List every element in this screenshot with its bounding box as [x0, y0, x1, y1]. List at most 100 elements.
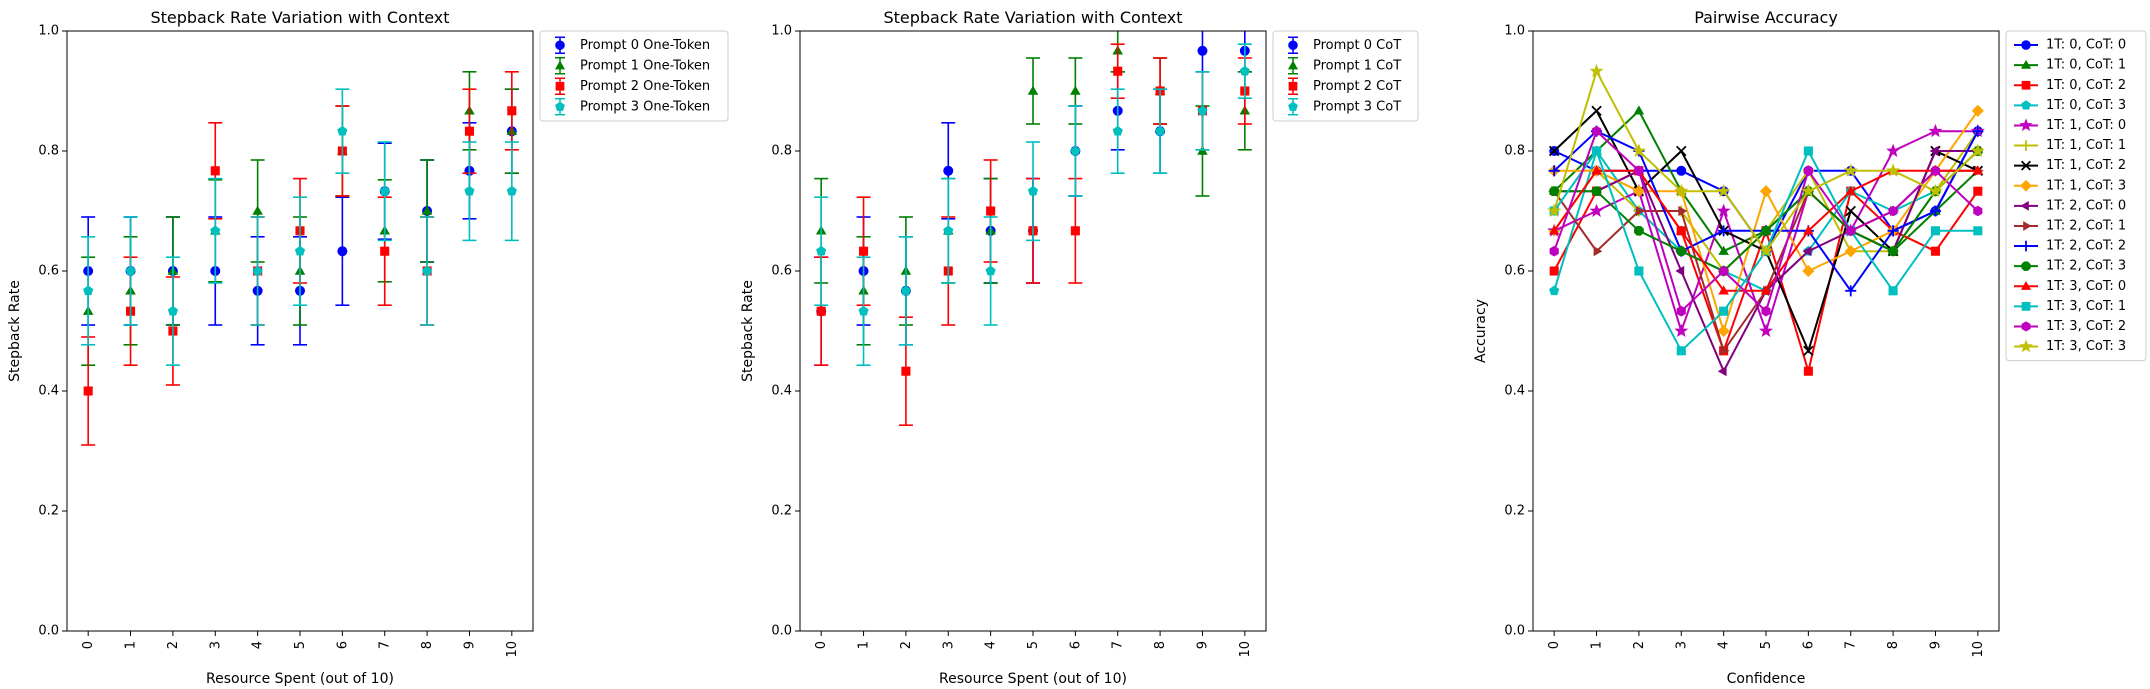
data-point [1547, 203, 1562, 217]
data-point [464, 126, 474, 136]
data-point [1928, 183, 1943, 198]
legend-label: 1T: 0, CoT: 2 [2046, 78, 2126, 93]
y-tick-label: 0.8 [771, 144, 792, 159]
data-point [506, 185, 517, 196]
data-point [1591, 165, 1602, 175]
data-point [1592, 146, 1602, 156]
legend-label: 1T: 2, CoT: 3 [2046, 259, 2126, 274]
x-tick-label: 3 [208, 641, 223, 649]
data-point [1591, 186, 1602, 197]
series-12 [1548, 165, 1984, 295]
data-point [1633, 105, 1645, 115]
x-tick-label: 5 [293, 641, 308, 649]
data-point [1971, 104, 1984, 117]
legend-marker [2021, 80, 2031, 90]
legend-label: Prompt 2 CoT [1313, 79, 1401, 94]
data-point [1718, 245, 1729, 255]
data-point [421, 205, 433, 215]
legend-label: 1T: 2, CoT: 1 [2046, 218, 2126, 233]
data-point [986, 206, 996, 216]
data-point [1972, 125, 1984, 137]
data-point [1716, 203, 1731, 217]
data-point [1801, 183, 1816, 198]
data-point [1887, 225, 1899, 237]
data-point [1549, 186, 1560, 197]
legend-box [1272, 30, 1419, 122]
x-tick-label: 4 [984, 641, 999, 649]
x-tick-label: 7 [1844, 641, 1859, 649]
y-tick-label: 0.6 [771, 264, 792, 279]
data-point [900, 285, 911, 296]
y-tick-label: 0.2 [771, 504, 792, 519]
x-tick-label: 7 [378, 641, 393, 649]
data-point [943, 165, 954, 176]
plot-frame [66, 30, 534, 632]
legend: Prompt 0 One-Token Prompt 1 One-Token Prom… [539, 30, 729, 122]
x-tick-label: 2 [1632, 641, 1647, 649]
data-point [1549, 266, 1559, 276]
legend-label: 1T: 1, CoT: 3 [2046, 178, 2126, 193]
y-tick-label: 0.2 [38, 504, 59, 519]
legend-label: Prompt 1 One-Token [580, 58, 710, 73]
x-tick-label: 5 [1026, 641, 1041, 649]
data-point [1930, 226, 1940, 236]
data-point [1803, 165, 1813, 177]
data-point [1718, 225, 1730, 237]
legend-marker [2020, 240, 2032, 252]
chart-title: Stepback Rate Variation with Context [883, 8, 1182, 27]
chart-title: Stepback Rate Variation with Context [150, 8, 449, 27]
legend-label: 1T: 0, CoT: 1 [2046, 58, 2126, 73]
data-point [1113, 66, 1123, 76]
data-point [1027, 85, 1039, 95]
data-point [1676, 165, 1687, 176]
data-point [1844, 245, 1857, 258]
data-point [252, 265, 263, 276]
legend-marker [2019, 118, 2033, 132]
data-point [1717, 324, 1730, 338]
data-point [816, 245, 827, 256]
data-point [1719, 306, 1729, 316]
y-tick-label: 0.6 [1504, 264, 1525, 279]
data-point [859, 246, 869, 256]
legend-label: 1T: 3, CoT: 1 [2046, 299, 2126, 314]
legend-label: Prompt 3 One-Token [580, 99, 710, 114]
data-point [1634, 225, 1644, 236]
data-point [1718, 285, 1729, 295]
legend-label: 1T: 3, CoT: 2 [2046, 319, 2126, 334]
data-point [252, 205, 263, 215]
plot-frame [1532, 30, 2000, 632]
y-tick-label: 1.0 [771, 24, 792, 39]
series-line [1553, 68, 1979, 253]
y-tick-label: 1.0 [38, 24, 59, 39]
chart-panel-left: Stepback Rate Variation with Context 0.0 0… [7, 8, 729, 687]
data-point [1197, 105, 1208, 116]
x-tick-label: 3 [1674, 641, 1689, 649]
chart-panel-middle: Stepback Rate Variation with Context 0.0 0… [740, 8, 1419, 687]
data-point [1632, 185, 1645, 198]
data-point [1759, 323, 1773, 337]
legend-marker [2020, 281, 2032, 290]
data-point [1589, 203, 1604, 217]
x-tick-label: 0 [1547, 641, 1562, 649]
x-tick-label: 6 [335, 641, 350, 649]
data-point [1676, 145, 1687, 157]
data-point [1593, 246, 1603, 257]
data-point [1973, 186, 1983, 196]
legend-label: 1T: 3, CoT: 3 [2046, 339, 2126, 354]
y-axis-label: Stepback Rate [7, 280, 23, 382]
data-point [1888, 205, 1898, 217]
data-point [1591, 125, 1602, 137]
y-tick-label: 0.4 [1504, 384, 1525, 399]
data-point [1928, 123, 1943, 138]
data-point [380, 246, 390, 256]
legend-marker [1288, 40, 1298, 51]
data-point [210, 166, 220, 176]
data-point [1197, 45, 1208, 56]
legend: 1T: 0, CoT: 0 1T: 0, CoT: 1 1T: 0, CoT: 2 1… [2005, 30, 2147, 362]
legend-label: Prompt 2 One-Token [580, 79, 710, 94]
data-point [1676, 305, 1686, 317]
data-point [1548, 165, 1560, 177]
data-point [507, 106, 517, 116]
data-point [1759, 243, 1773, 258]
legend-marker [2021, 100, 2031, 110]
